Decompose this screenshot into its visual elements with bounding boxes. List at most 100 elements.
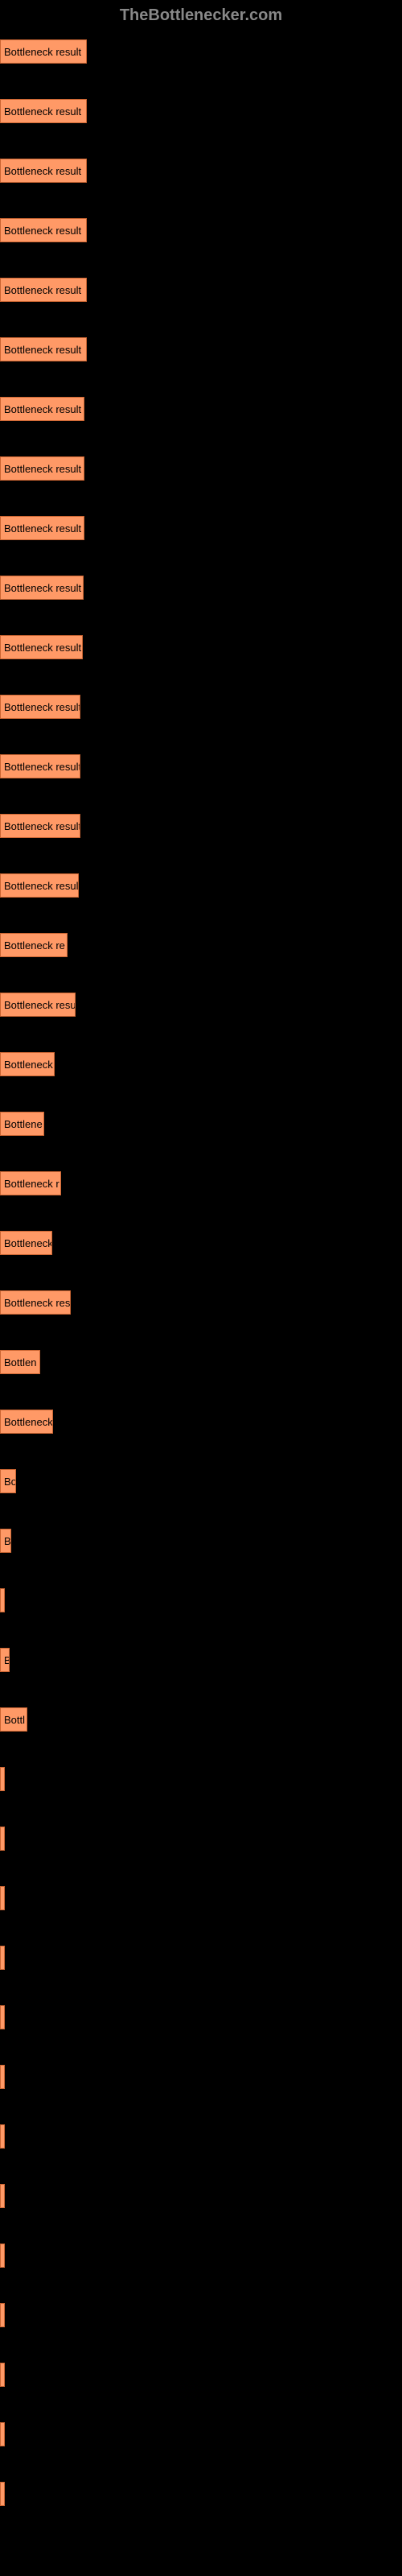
bar-row: Bottleneck result	[0, 456, 402, 481]
chart-bar	[0, 2124, 5, 2149]
bar-row	[0, 1886, 402, 1910]
bar-label: Bottleneck result	[4, 463, 81, 475]
chart-bar	[0, 2482, 5, 2506]
bar-row	[0, 2482, 402, 2506]
bar-label: Bottleneck result	[4, 522, 81, 535]
chart-bar: Bottleneck result	[0, 814, 80, 838]
bar-label: Bottleneck result	[4, 880, 79, 892]
chart-bar	[0, 2244, 5, 2268]
bar-label: Bottleneck result	[4, 46, 81, 58]
bar-row: Bottlene	[0, 1112, 402, 1136]
chart-bar: Bottleneck	[0, 1231, 52, 1255]
bar-row	[0, 2184, 402, 2208]
chart-bar: Bottleneck	[0, 1052, 55, 1076]
bar-row	[0, 1588, 402, 1612]
bar-label: Bo	[4, 1476, 16, 1488]
bar-label: Bottleneck result	[4, 284, 81, 296]
bar-row: Bottlen	[0, 1350, 402, 1374]
chart-bar: Bottleneck res	[0, 1290, 71, 1315]
bar-row	[0, 2422, 402, 2446]
chart-bar	[0, 1946, 5, 1970]
bar-row: Bottleneck res	[0, 1290, 402, 1315]
bar-label: Bottleneck result	[4, 165, 81, 177]
chart-bar: B	[0, 1648, 10, 1672]
bar-row: Bottleneck result	[0, 159, 402, 183]
chart-bar	[0, 2005, 5, 2029]
bar-row: B	[0, 1529, 402, 1553]
bar-row: Bottleneck	[0, 1231, 402, 1255]
bar-row: Bottleneck result	[0, 337, 402, 361]
chart-bar: Bottleneck result	[0, 873, 79, 898]
bar-label: Bottl	[4, 1714, 25, 1726]
bar-label: Bottleneck result	[4, 582, 81, 594]
bar-row: Bottleneck result	[0, 576, 402, 600]
chart-bar: Bottleneck	[0, 1410, 53, 1434]
chart-bar: Bottleneck re	[0, 933, 68, 957]
bar-label: Bottleneck result	[4, 403, 81, 415]
chart-bar: Bottleneck r	[0, 1171, 61, 1195]
bar-row: B	[0, 1648, 402, 1672]
chart-bar: Bottleneck result	[0, 456, 84, 481]
chart-bar: Bottleneck result	[0, 99, 87, 123]
bar-row	[0, 2303, 402, 2327]
chart-bar: Bottleneck result	[0, 754, 80, 778]
bar-label: Bottleneck result	[4, 820, 80, 832]
bar-label: Bottleneck result	[4, 761, 80, 773]
chart-container: Bottleneck result Bottleneck result Bottle…	[0, 31, 402, 2549]
chart-bar: Bottlen	[0, 1350, 40, 1374]
chart-bar: Bottleneck result	[0, 159, 87, 183]
bar-label: Bottleneck	[4, 1059, 53, 1071]
bar-row: Bottleneck result	[0, 814, 402, 838]
bar-row: Bottl	[0, 1707, 402, 1732]
bar-label: Bottleneck result	[4, 344, 81, 356]
chart-bar	[0, 1588, 5, 1612]
bar-row: Bottleneck re	[0, 933, 402, 957]
bar-row: Bottleneck result	[0, 695, 402, 719]
bar-row: Bottleneck resul	[0, 993, 402, 1017]
chart-bar	[0, 2303, 5, 2327]
bar-row: Bo	[0, 1469, 402, 1493]
bar-label: Bottleneck result	[4, 701, 80, 713]
bar-row: Bottleneck result	[0, 218, 402, 242]
bar-label: Bottleneck result	[4, 105, 81, 118]
bar-label: Bottleneck re	[4, 939, 65, 952]
chart-bar: Bottleneck result	[0, 397, 84, 421]
bar-row: Bottleneck result	[0, 635, 402, 659]
bar-row: Bottleneck result	[0, 754, 402, 778]
chart-bar: Bottlene	[0, 1112, 44, 1136]
bar-row: Bottleneck	[0, 1410, 402, 1434]
bar-label: Bottleneck result	[4, 225, 81, 237]
bar-row: Bottleneck result	[0, 397, 402, 421]
chart-bar: Bottleneck result	[0, 576, 84, 600]
bar-row: Bottleneck r	[0, 1171, 402, 1195]
chart-bar: Bottleneck result	[0, 516, 84, 540]
chart-bar: B	[0, 1529, 11, 1553]
chart-bar	[0, 1827, 5, 1851]
chart-bar: Bottleneck result	[0, 695, 80, 719]
chart-bar	[0, 2422, 5, 2446]
bar-row	[0, 2244, 402, 2268]
bar-label: Bottleneck	[4, 1237, 52, 1249]
bar-row	[0, 2363, 402, 2387]
header: TheBottlenecker.com	[0, 0, 402, 31]
chart-bar	[0, 2363, 5, 2387]
bar-label: Bottleneck result	[4, 642, 81, 654]
chart-bar: Bottleneck result	[0, 218, 87, 242]
chart-bar: Bottleneck resul	[0, 993, 76, 1017]
bar-row: Bottleneck result	[0, 99, 402, 123]
bar-label: Bottleneck	[4, 1416, 53, 1428]
header-title: TheBottlenecker.com	[120, 6, 282, 24]
bar-row: Bottleneck result	[0, 516, 402, 540]
bar-label: Bottleneck res	[4, 1297, 70, 1309]
chart-bar: Bottl	[0, 1707, 27, 1732]
bar-label: Bottlene	[4, 1118, 43, 1130]
bar-row	[0, 2005, 402, 2029]
bar-row	[0, 1946, 402, 1970]
chart-bar	[0, 1886, 5, 1910]
bar-label: Bottleneck resul	[4, 999, 76, 1011]
bar-row	[0, 1767, 402, 1791]
bar-label: B	[4, 1654, 10, 1666]
bar-row: Bottleneck	[0, 1052, 402, 1076]
chart-bar: Bottleneck result	[0, 278, 87, 302]
bar-row	[0, 2124, 402, 2149]
